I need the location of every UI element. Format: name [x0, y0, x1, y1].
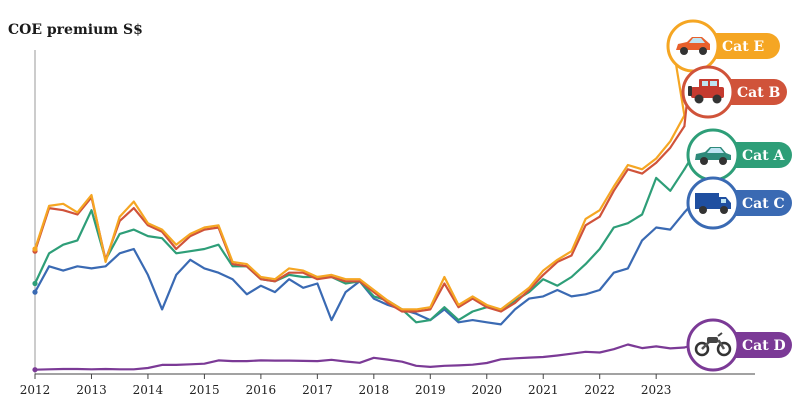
y-axis-label: COE premium S$ — [8, 22, 143, 38]
motorcycle-icon — [694, 332, 732, 357]
x-tick-label: 2016 — [246, 383, 277, 397]
legend-label: Cat D — [742, 338, 786, 354]
x-tick-label: 2019 — [415, 383, 446, 397]
legend-label: Cat E — [722, 39, 764, 55]
jeep-icon — [688, 79, 724, 104]
series-lines — [32, 44, 695, 373]
series-start-dot — [32, 280, 38, 287]
series-start-dot — [32, 246, 38, 252]
legend-label: Cat A — [742, 148, 786, 164]
legend: Cat E Cat B Cat A Cat C Cat D — [666, 19, 792, 372]
legend-icon-circle — [686, 318, 740, 372]
x-tick-label: 2023 — [641, 383, 672, 397]
x-tick-label: 2022 — [584, 383, 615, 397]
x-tick-label: 2018 — [359, 383, 390, 397]
series-line-cat-e — [33, 114, 686, 311]
x-tick-label: 2013 — [76, 383, 107, 397]
series-line-cat-d — [33, 343, 686, 371]
sedan-icon — [695, 147, 731, 165]
series-start-dot — [32, 367, 38, 373]
x-tick-label: 2012 — [20, 383, 51, 397]
legend-item-cat-e: Cat E — [666, 19, 780, 73]
sports-car-icon — [676, 37, 710, 55]
x-tick-label: 2014 — [133, 383, 164, 397]
axes: 2012 2013 2014 2015 2016 2017 2018 2019 2020 2021… — [20, 50, 755, 397]
series-line-cat-b — [33, 125, 686, 313]
series-start-dot — [32, 289, 38, 295]
legend-label: Cat B — [737, 85, 781, 101]
x-tick-label: 2021 — [528, 383, 559, 397]
legend-item-cat-b: Cat B — [681, 65, 787, 119]
van-icon — [695, 193, 731, 214]
legend-item-cat-d: Cat D — [686, 318, 792, 372]
x-tick-label: 2020 — [471, 383, 502, 397]
legend-item-cat-a: Cat A — [686, 128, 792, 182]
x-tick-label: 2015 — [189, 383, 220, 397]
legend-item-cat-c: Cat C — [686, 176, 792, 230]
legend-label: Cat C — [742, 196, 785, 212]
x-tick-label: 2017 — [302, 383, 333, 397]
series-line-cat-a — [33, 168, 686, 324]
